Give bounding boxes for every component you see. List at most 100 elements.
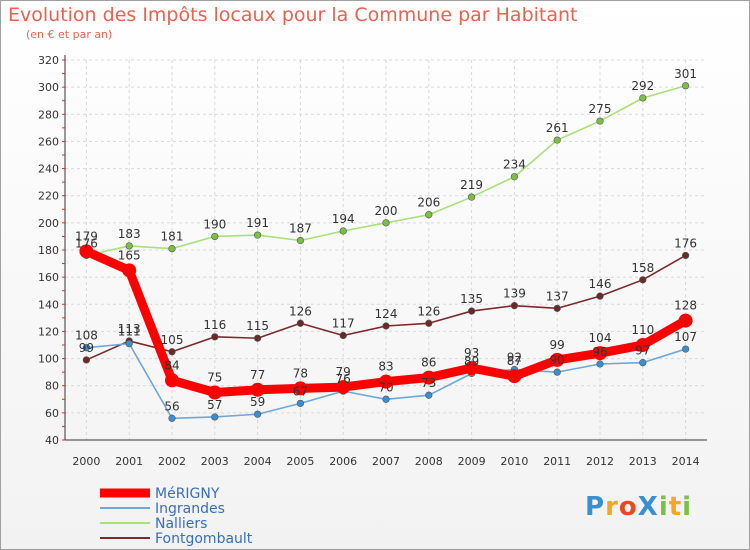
series-lines: [79, 82, 693, 422]
data-label: 146: [589, 277, 612, 291]
data-label: 93: [464, 346, 479, 360]
data-point: [82, 344, 90, 352]
data-point: [425, 211, 433, 219]
data-label: 158: [631, 261, 654, 275]
legend-label: Ingrandes: [155, 501, 225, 517]
data-point: [510, 302, 519, 310]
logo-letter: i: [658, 492, 669, 522]
data-point: [250, 382, 265, 397]
data-label: 59: [250, 395, 265, 409]
data-label: 73: [421, 376, 436, 390]
x-tick-label: 2001: [115, 455, 143, 468]
data-point: [336, 380, 351, 395]
y-tick-label: 200: [38, 217, 59, 230]
chart-subtitle: (en € et par an): [26, 28, 113, 41]
y-tick-label: 240: [38, 163, 59, 176]
data-point: [681, 251, 690, 260]
x-tick-label: 2006: [329, 455, 357, 468]
proxiti-logo: ProXiti: [585, 492, 692, 522]
logo-letter: i: [682, 492, 693, 522]
data-label: 78: [293, 366, 308, 380]
data-label: 176: [674, 236, 697, 250]
data-label: 301: [674, 67, 697, 81]
data-point: [510, 173, 519, 181]
data-label: 181: [161, 230, 184, 244]
data-point: [122, 263, 137, 278]
y-tick-label: 220: [38, 190, 59, 203]
data-label: 165: [118, 248, 141, 262]
data-label: 83: [378, 360, 393, 374]
data-point: [553, 136, 561, 144]
data-label: 75: [207, 371, 222, 385]
data-point: [339, 331, 347, 340]
data-label: 104: [589, 331, 612, 345]
data-point: [125, 340, 133, 348]
data-label: 70: [378, 380, 393, 394]
data-point: [635, 338, 650, 352]
logo-letter: t: [668, 492, 683, 522]
data-label: 187: [289, 222, 312, 236]
data-label: 275: [589, 102, 612, 116]
data-label: 113: [118, 322, 141, 336]
data-point: [168, 414, 176, 422]
data-point: [678, 313, 693, 328]
data-point: [593, 346, 607, 361]
data-point: [421, 370, 436, 385]
x-tick-label: 2005: [286, 455, 314, 468]
data-label: 92: [507, 350, 522, 364]
data-point: [425, 319, 433, 327]
data-label: 110: [631, 323, 654, 337]
data-point: [382, 322, 390, 330]
data-label: 99: [79, 341, 94, 355]
data-point: [82, 356, 90, 364]
data-label: 219: [460, 178, 483, 192]
data-point: [468, 193, 476, 201]
data-label: 206: [417, 196, 440, 210]
x-tick-label: 2011: [543, 455, 571, 468]
data-point: [254, 410, 262, 418]
data-label: 84: [164, 358, 179, 372]
logo-letter: r: [605, 492, 619, 522]
data-label: 191: [246, 216, 269, 230]
y-tick-label: 40: [45, 434, 59, 447]
legend-label: Nalliers: [155, 516, 207, 532]
data-label: 99: [550, 338, 565, 352]
data-label: 194: [332, 212, 355, 226]
data-label: 97: [635, 344, 650, 358]
data-point: [379, 374, 393, 389]
legend-label: MéRIGNY: [155, 486, 220, 502]
data-point: [596, 117, 604, 125]
data-label: 56: [164, 399, 179, 413]
data-point: [464, 361, 479, 376]
x-tick-label: 2004: [244, 455, 272, 468]
data-point: [553, 304, 561, 312]
x-tick-label: 2007: [372, 455, 400, 468]
x-tick-label: 2000: [72, 455, 100, 468]
data-label: 89: [464, 355, 479, 369]
data-label: 128: [674, 299, 697, 313]
data-point: [382, 219, 390, 227]
data-label: 261: [546, 121, 569, 135]
data-label: 57: [207, 398, 222, 412]
data-point: [211, 413, 219, 421]
data-point: [681, 345, 690, 353]
x-tick-label: 2003: [201, 455, 229, 468]
data-point: [596, 292, 604, 300]
data-point: [596, 360, 604, 368]
data-label: 190: [203, 217, 226, 231]
data-label: 96: [592, 345, 607, 359]
data-label: 76: [336, 372, 351, 386]
y-tick-label: 120: [38, 325, 59, 338]
data-point: [168, 245, 176, 253]
data-point: [382, 395, 390, 403]
data-point: [168, 348, 176, 356]
data-point: [254, 334, 262, 342]
data-label: 183: [118, 227, 141, 241]
data-point: [296, 236, 305, 245]
data-point: [165, 373, 179, 388]
data-label: 117: [332, 317, 355, 331]
data-label: 77: [250, 368, 265, 382]
x-tick-label: 2012: [586, 455, 614, 468]
data-point: [639, 276, 647, 284]
